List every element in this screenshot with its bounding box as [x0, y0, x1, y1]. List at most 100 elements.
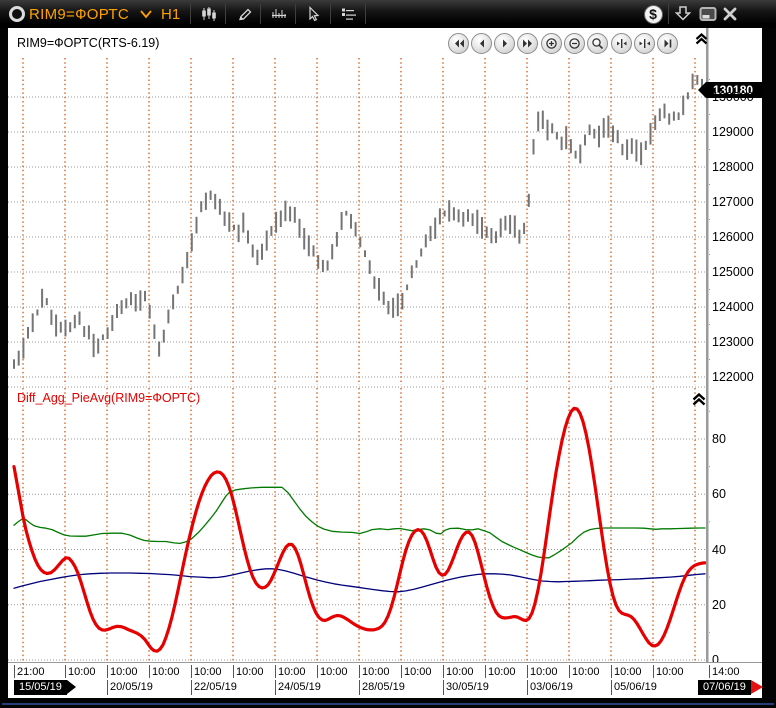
indicator-line-lower-band [14, 569, 705, 592]
time-label: 10:00 [110, 666, 138, 678]
date-tick [191, 680, 192, 695]
toolbar-separator [260, 4, 261, 24]
zoom-select-icon [591, 37, 604, 50]
time-tick [233, 665, 234, 678]
chart-content: RIM9=ФОРТС(RTS-6.19) Diff_Agg_PieAvg(RIM… [8, 28, 762, 698]
step-back-button[interactable] [471, 33, 492, 54]
time-label: 10:00 [194, 666, 222, 678]
date-label: 28/05/19 [362, 681, 405, 693]
dollar-icon[interactable]: $ [642, 3, 664, 25]
time-label: 10:00 [572, 666, 600, 678]
start-date-tag: 15/05/19 [14, 680, 67, 695]
time-label: 10:00 [614, 666, 642, 678]
step-forward-button[interactable] [494, 33, 515, 54]
compress-horizontal-icon [615, 37, 628, 50]
time-tick [107, 665, 108, 678]
time-tick [569, 665, 570, 678]
price-axis-label: 125000 [712, 265, 754, 279]
time-tick [401, 665, 402, 678]
time-label: 10:00 [152, 666, 180, 678]
toolbar-separator [225, 4, 226, 24]
time-label: 10:00 [446, 666, 474, 678]
time-label: 10:00 [278, 666, 306, 678]
indicator-icon[interactable] [267, 4, 291, 24]
symbol-selector[interactable]: RIM9=ФОРТС [29, 6, 129, 23]
time-tick [65, 665, 66, 678]
cursor-icon[interactable] [302, 4, 326, 24]
time-label: 10:00 [530, 666, 558, 678]
date-tick [527, 680, 528, 695]
compress-horizontal-button[interactable] [611, 33, 632, 54]
time-label: 10:00 [656, 666, 684, 678]
time-label: 10:00 [488, 666, 516, 678]
date-label: 22/05/19 [194, 681, 237, 693]
time-tick [485, 665, 486, 678]
date-tick [611, 680, 612, 695]
time-label: 10:00 [320, 666, 348, 678]
zoom-in-icon [545, 37, 558, 50]
restore-icon[interactable] [697, 3, 719, 25]
time-label: 21:00 [17, 666, 45, 678]
timeframe-selector[interactable]: H1 [161, 6, 180, 23]
chart-type-icon[interactable] [197, 4, 221, 24]
step-forward-icon [498, 37, 511, 50]
indicator-axis-label: 20 [712, 598, 726, 612]
fast-forward-icon [521, 37, 534, 50]
instrument-logo-icon [9, 6, 25, 22]
time-tick [191, 665, 192, 678]
toolbar-separator [330, 4, 331, 24]
price-axis-label: 129000 [712, 125, 754, 139]
toolbar-separator [295, 4, 296, 24]
chart-plot-area[interactable] [8, 28, 762, 698]
toolbar-separator [668, 4, 669, 24]
price-axis-label: 128000 [712, 160, 754, 174]
time-tick [275, 665, 276, 678]
date-label: 05/06/19 [614, 681, 657, 693]
fast-rewind-button[interactable] [448, 33, 469, 54]
title-bar: RIM9=ФОРТС H1 $ [0, 0, 776, 28]
collapse-price-pane-icon[interactable] [694, 31, 709, 46]
zoom-in-button[interactable] [541, 33, 562, 54]
collapse-indicator-pane-icon[interactable] [691, 391, 707, 407]
time-axis[interactable]: 21:00 10:00 10:00 10:00 10:00 10:00 10:00 10:00… [8, 662, 762, 698]
price-axis-label: 126000 [712, 230, 754, 244]
toolbar-separator [190, 4, 191, 24]
fast-rewind-icon [452, 37, 465, 50]
go-to-end-icon [661, 37, 674, 50]
compress-vertical-icon [638, 37, 651, 50]
date-tick [107, 680, 108, 695]
dock-icon[interactable] [672, 3, 694, 25]
chevron-down-icon[interactable] [139, 9, 153, 19]
zoom-out-icon [568, 37, 581, 50]
indicator-axis-label: 60 [712, 487, 726, 501]
time-label: 10:00 [236, 666, 264, 678]
compress-vertical-button[interactable] [634, 33, 655, 54]
indicator-pane-title: Diff_Agg_PieAvg(RIM9=ФОРТС) [17, 391, 200, 405]
time-tick [527, 665, 528, 678]
time-tick [611, 665, 612, 678]
zoom-out-button[interactable] [564, 33, 585, 54]
indicator-axis-label: 80 [712, 432, 726, 446]
time-tick [653, 665, 654, 678]
date-label: 30/05/19 [446, 681, 489, 693]
draw-icon[interactable] [232, 4, 256, 24]
time-tick [359, 665, 360, 678]
price-axis-label: 122000 [712, 370, 754, 384]
time-label: 10:00 [362, 666, 390, 678]
chart-window: RIM9=ФОРТС H1 $ RIM9=ФОРТС(RTS-6.19) Dif… [0, 0, 776, 708]
time-tick [14, 665, 15, 678]
levels-icon[interactable] [337, 4, 361, 24]
price-axis-label: 123000 [712, 335, 754, 349]
date-label: 20/05/19 [110, 681, 153, 693]
close-icon[interactable] [719, 3, 741, 25]
time-tick [443, 665, 444, 678]
price-pane-title: RIM9=ФОРТС(RTS-6.19) [17, 36, 159, 50]
end-date-tag: 07/06/19 [698, 680, 751, 695]
time-tick [149, 665, 150, 678]
time-tick [709, 665, 710, 678]
time-label: 10:00 [68, 666, 96, 678]
time-tick [317, 665, 318, 678]
date-tick [359, 680, 360, 695]
toolbar-separator [365, 4, 366, 24]
price-axis-label: 130000 [712, 90, 754, 104]
